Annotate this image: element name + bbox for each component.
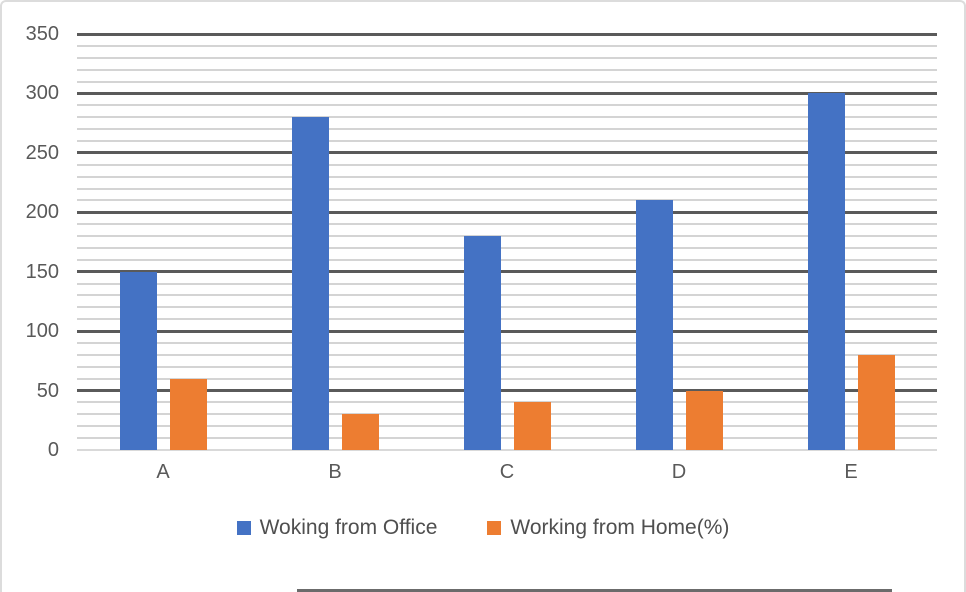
minor-gridline — [77, 354, 937, 356]
y-tick-label-250: 250 — [25, 142, 59, 164]
minor-gridline — [77, 116, 937, 118]
minor-gridline — [77, 140, 937, 142]
minor-gridline — [77, 259, 937, 261]
bottom-edge-line — [297, 589, 892, 592]
bar-woking-from-office-b — [292, 117, 329, 450]
legend: Woking from Office Working from Home(%) — [2, 516, 964, 540]
legend-item-woking-from-office: Woking from Office — [236, 516, 438, 540]
major-gridline — [77, 33, 937, 36]
legend-label: Woking from Office — [259, 516, 438, 539]
bar-working-from-home-a — [170, 379, 207, 450]
bar-woking-from-office-d — [636, 200, 673, 450]
minor-gridline — [77, 378, 937, 380]
minor-gridline — [77, 247, 937, 249]
minor-gridline — [77, 413, 937, 415]
minor-gridline — [77, 294, 937, 296]
legend-swatch-working-from-home — [487, 521, 502, 535]
minor-gridline — [77, 223, 937, 225]
x-category-label-d: D — [671, 461, 687, 483]
legend-label: Working from Home(%) — [510, 516, 730, 539]
major-gridline — [77, 270, 937, 273]
minor-gridline — [77, 425, 937, 427]
bar-working-from-home-d — [686, 391, 723, 450]
minor-gridline — [77, 81, 937, 83]
minor-gridline — [77, 318, 937, 320]
minor-gridline — [77, 69, 937, 71]
minor-gridline — [77, 283, 937, 285]
bar-woking-from-office-e — [808, 93, 845, 450]
bar-working-from-home-c — [514, 402, 551, 450]
legend-swatch-woking-from-office — [236, 521, 251, 535]
minor-gridline — [77, 188, 937, 190]
minor-gridline — [77, 199, 937, 201]
minor-gridline — [77, 57, 937, 59]
y-tick-label-100: 100 — [25, 320, 59, 342]
x-category-label-c: C — [499, 461, 515, 483]
major-gridline — [77, 211, 937, 214]
y-tick-label-300: 300 — [25, 82, 59, 104]
bar-woking-from-office-c — [464, 236, 501, 450]
minor-gridline — [77, 342, 937, 344]
legend-item-working-from-home: Working from Home(%) — [487, 516, 729, 540]
y-tick-label-200: 200 — [25, 201, 59, 223]
major-gridline — [77, 389, 937, 392]
major-gridline — [77, 151, 937, 154]
x-category-label-a: A — [156, 461, 170, 483]
minor-gridline — [77, 104, 937, 106]
x-category-label-e: E — [844, 461, 858, 483]
y-tick-label-350: 350 — [25, 23, 59, 45]
minor-gridline — [77, 128, 937, 130]
x-category-label-b: B — [328, 461, 342, 483]
minor-gridline — [77, 401, 937, 403]
y-tick-label-0: 0 — [47, 439, 59, 461]
y-tick-label-50: 50 — [36, 380, 59, 402]
major-gridline — [77, 330, 937, 333]
minor-gridline — [77, 366, 937, 368]
minor-gridline — [77, 176, 937, 178]
minor-gridline — [77, 306, 937, 308]
minor-gridline — [77, 235, 937, 237]
y-tick-label-150: 150 — [25, 261, 59, 283]
minor-gridline — [77, 437, 937, 439]
bar-woking-from-office-a — [120, 272, 157, 450]
bar-working-from-home-b — [342, 414, 379, 450]
bar-working-from-home-e — [858, 355, 895, 450]
major-gridline — [77, 92, 937, 95]
x-axis-line — [77, 449, 937, 451]
minor-gridline — [77, 164, 937, 166]
plot-area — [77, 33, 937, 451]
minor-gridline — [77, 45, 937, 47]
